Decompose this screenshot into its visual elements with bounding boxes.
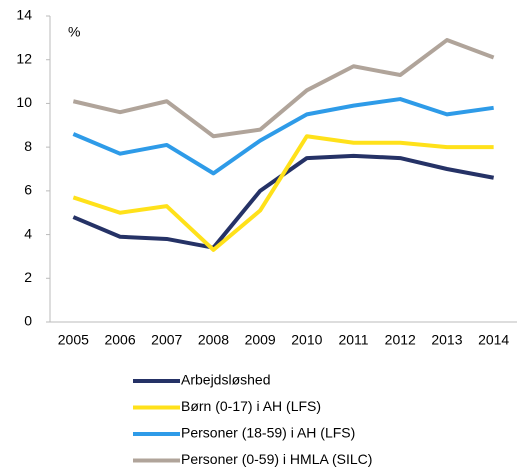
x-tick-label: 2013 <box>431 332 462 348</box>
x-tick-label: 2007 <box>151 332 182 348</box>
legend-label: Børn (0-17) i AH (LFS) <box>181 398 321 414</box>
y-tick-label: 4 <box>24 225 32 241</box>
legend-label: Personer (0-59) i HMLA (SILC) <box>181 451 372 467</box>
y-tick-label: 12 <box>16 50 32 66</box>
y-tick-label: 6 <box>24 182 32 198</box>
series-line <box>72 38 495 139</box>
y-unit-label: % <box>68 24 80 40</box>
y-tick-label: 10 <box>16 94 32 110</box>
legend-label: Personer (18-59) i AH (LFS) <box>181 425 355 441</box>
x-tick-label: 2009 <box>245 332 276 348</box>
x-tick-label: 2008 <box>198 332 229 348</box>
series-line <box>72 97 494 176</box>
y-tick-label: 14 <box>16 7 32 23</box>
x-tick-label: 2012 <box>385 332 416 348</box>
y-tick-label: 0 <box>24 313 32 329</box>
x-tick-label: 2005 <box>58 332 89 348</box>
y-tick-label: 2 <box>24 269 32 285</box>
series-line <box>72 134 494 252</box>
x-tick-label: 2010 <box>291 332 322 348</box>
y-tick-label: 8 <box>24 138 32 154</box>
x-tick-label: 2006 <box>104 332 135 348</box>
x-tick-label: 2011 <box>338 332 368 348</box>
legend-label: Arbejdsløshed <box>181 372 271 388</box>
x-tick-label: 2014 <box>478 332 509 348</box>
